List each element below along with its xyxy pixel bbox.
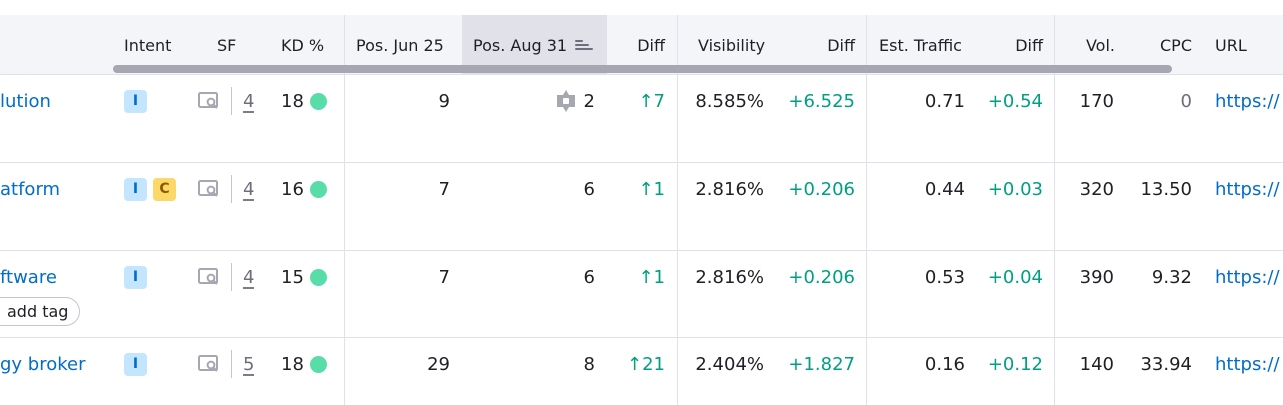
table-row: ftware I 4 15 7 6 ↑1 2.816% +0.206 0.53 …: [0, 251, 1283, 338]
traffic-diff-value: +0.12: [987, 353, 1043, 375]
add-tag-button[interactable]: add tag: [0, 297, 81, 326]
traffic-diff-value: +0.54: [987, 90, 1043, 112]
column-divider: [677, 15, 678, 405]
intent-badge-informational[interactable]: I: [124, 89, 147, 113]
cpc-value: 0: [1180, 90, 1192, 112]
kd-value: 16: [281, 163, 331, 215]
header-diff-pos[interactable]: Diff: [637, 35, 665, 55]
header-est-traffic[interactable]: Est. Traffic: [879, 35, 962, 55]
pos-curr-value: 8: [583, 353, 595, 375]
pos-prev-value: 7: [438, 178, 450, 200]
keyword-link[interactable]: ftware: [0, 266, 57, 288]
intent-badges: I: [124, 75, 194, 127]
url-link[interactable]: https://: [1215, 353, 1280, 375]
intent-badge-informational[interactable]: I: [124, 352, 147, 376]
sf-count[interactable]: 5: [243, 353, 255, 375]
kd-value: 18: [281, 338, 331, 390]
pos-diff-value: ↑7: [638, 90, 665, 112]
pos-prev-value: 9: [438, 90, 450, 112]
cpc-value: 13.50: [1140, 178, 1192, 200]
kd-indicator-dot: [309, 355, 327, 373]
table-row: gy broker I 5 18 29 8 ↑21 2.404% +1.827 …: [0, 338, 1283, 405]
serp-features-icon[interactable]: [198, 268, 220, 286]
kd-indicator-dot: [309, 268, 327, 286]
intent-badges: I: [124, 251, 194, 303]
serp-features: 4: [198, 163, 268, 215]
serp-feature-badge-icon[interactable]: [554, 89, 578, 113]
traffic-diff-value: +0.04: [987, 266, 1043, 288]
visibility-value: 8.585%: [695, 90, 764, 112]
horizontal-scrollbar[interactable]: [113, 65, 1172, 73]
sf-count[interactable]: 4: [243, 266, 255, 288]
column-divider: [344, 15, 345, 405]
visibility-value: 2.816%: [695, 266, 764, 288]
cpc-value: 9.32: [1151, 266, 1192, 288]
visibility-diff-value: +1.827: [788, 353, 855, 375]
traffic-value: 0.71: [924, 90, 965, 112]
sf-count[interactable]: 4: [243, 90, 255, 112]
visibility-value: 2.404%: [695, 353, 764, 375]
pos-prev-value: 29: [427, 353, 450, 375]
header-visibility[interactable]: Visibility: [698, 35, 766, 55]
intent-badge-informational[interactable]: I: [124, 177, 147, 201]
header-sf[interactable]: SF: [217, 35, 237, 55]
header-diff-traffic[interactable]: Diff: [1015, 35, 1043, 55]
pos-curr-value: 6: [583, 266, 595, 288]
table-row: atform I C 4 16 7 6 ↑1 2.816% +0.206 0.4…: [0, 163, 1283, 251]
visibility-value: 2.816%: [695, 178, 764, 200]
keyword-link[interactable]: lution: [0, 90, 51, 112]
header-cpc[interactable]: CPC: [1160, 35, 1192, 55]
kd-value: 15: [281, 251, 331, 303]
intent-badges: I: [124, 338, 194, 390]
url-link[interactable]: https://: [1215, 178, 1280, 200]
header-kd[interactable]: KD %: [281, 35, 325, 55]
volume-value: 170: [1079, 90, 1114, 112]
traffic-diff-value: +0.03: [987, 178, 1043, 200]
serp-features: 5: [198, 338, 268, 390]
volume-value: 140: [1079, 353, 1114, 375]
volume-value: 320: [1079, 178, 1114, 200]
volume-value: 390: [1079, 266, 1114, 288]
url-link[interactable]: https://: [1215, 266, 1280, 288]
cpc-value: 33.94: [1140, 353, 1192, 375]
pos-diff-value: ↑1: [638, 266, 665, 288]
serp-features-icon[interactable]: [198, 180, 220, 198]
visibility-diff-value: +0.206: [788, 266, 855, 288]
keyword-link[interactable]: atform: [0, 178, 61, 200]
visibility-diff-value: +0.206: [788, 178, 855, 200]
kd-indicator-dot: [309, 180, 327, 198]
intent-badge-informational[interactable]: I: [124, 265, 147, 289]
column-divider: [1054, 15, 1055, 405]
serp-features-icon[interactable]: [198, 355, 220, 373]
url-link[interactable]: https://: [1215, 90, 1280, 112]
sf-count[interactable]: 4: [243, 178, 255, 200]
pos-diff-value: ↑1: [638, 178, 665, 200]
traffic-value: 0.16: [924, 353, 965, 375]
traffic-value: 0.53: [924, 266, 965, 288]
pos-curr-value: 6: [583, 178, 595, 200]
header-pos-prev[interactable]: Pos. Jun 25: [356, 35, 444, 55]
serp-features: 4: [198, 251, 268, 303]
header-url[interactable]: URL: [1215, 35, 1247, 55]
intent-badges: I C: [124, 163, 194, 215]
keyword-link[interactable]: gy broker: [0, 353, 86, 375]
column-divider: [866, 15, 867, 405]
kd-indicator-dot: [309, 92, 327, 110]
kd-value: 18: [281, 75, 331, 127]
sort-descending-icon[interactable]: [575, 40, 594, 50]
header-volume[interactable]: Vol.: [1085, 35, 1115, 55]
table-row: lution I 4 18 9 2 ↑7 8.585% +6.525 0.71 …: [0, 75, 1283, 163]
header-diff-visibility[interactable]: Diff: [827, 35, 855, 55]
visibility-diff-value: +6.525: [788, 90, 855, 112]
serp-features-icon[interactable]: [198, 92, 220, 110]
pos-prev-value: 7: [438, 266, 450, 288]
intent-badge-commercial[interactable]: C: [153, 177, 176, 201]
serp-features: 4: [198, 75, 268, 127]
header-intent[interactable]: Intent: [124, 35, 172, 55]
pos-curr-value: 2: [583, 90, 595, 112]
traffic-value: 0.44: [924, 178, 965, 200]
pos-diff-value: ↑21: [627, 353, 665, 375]
